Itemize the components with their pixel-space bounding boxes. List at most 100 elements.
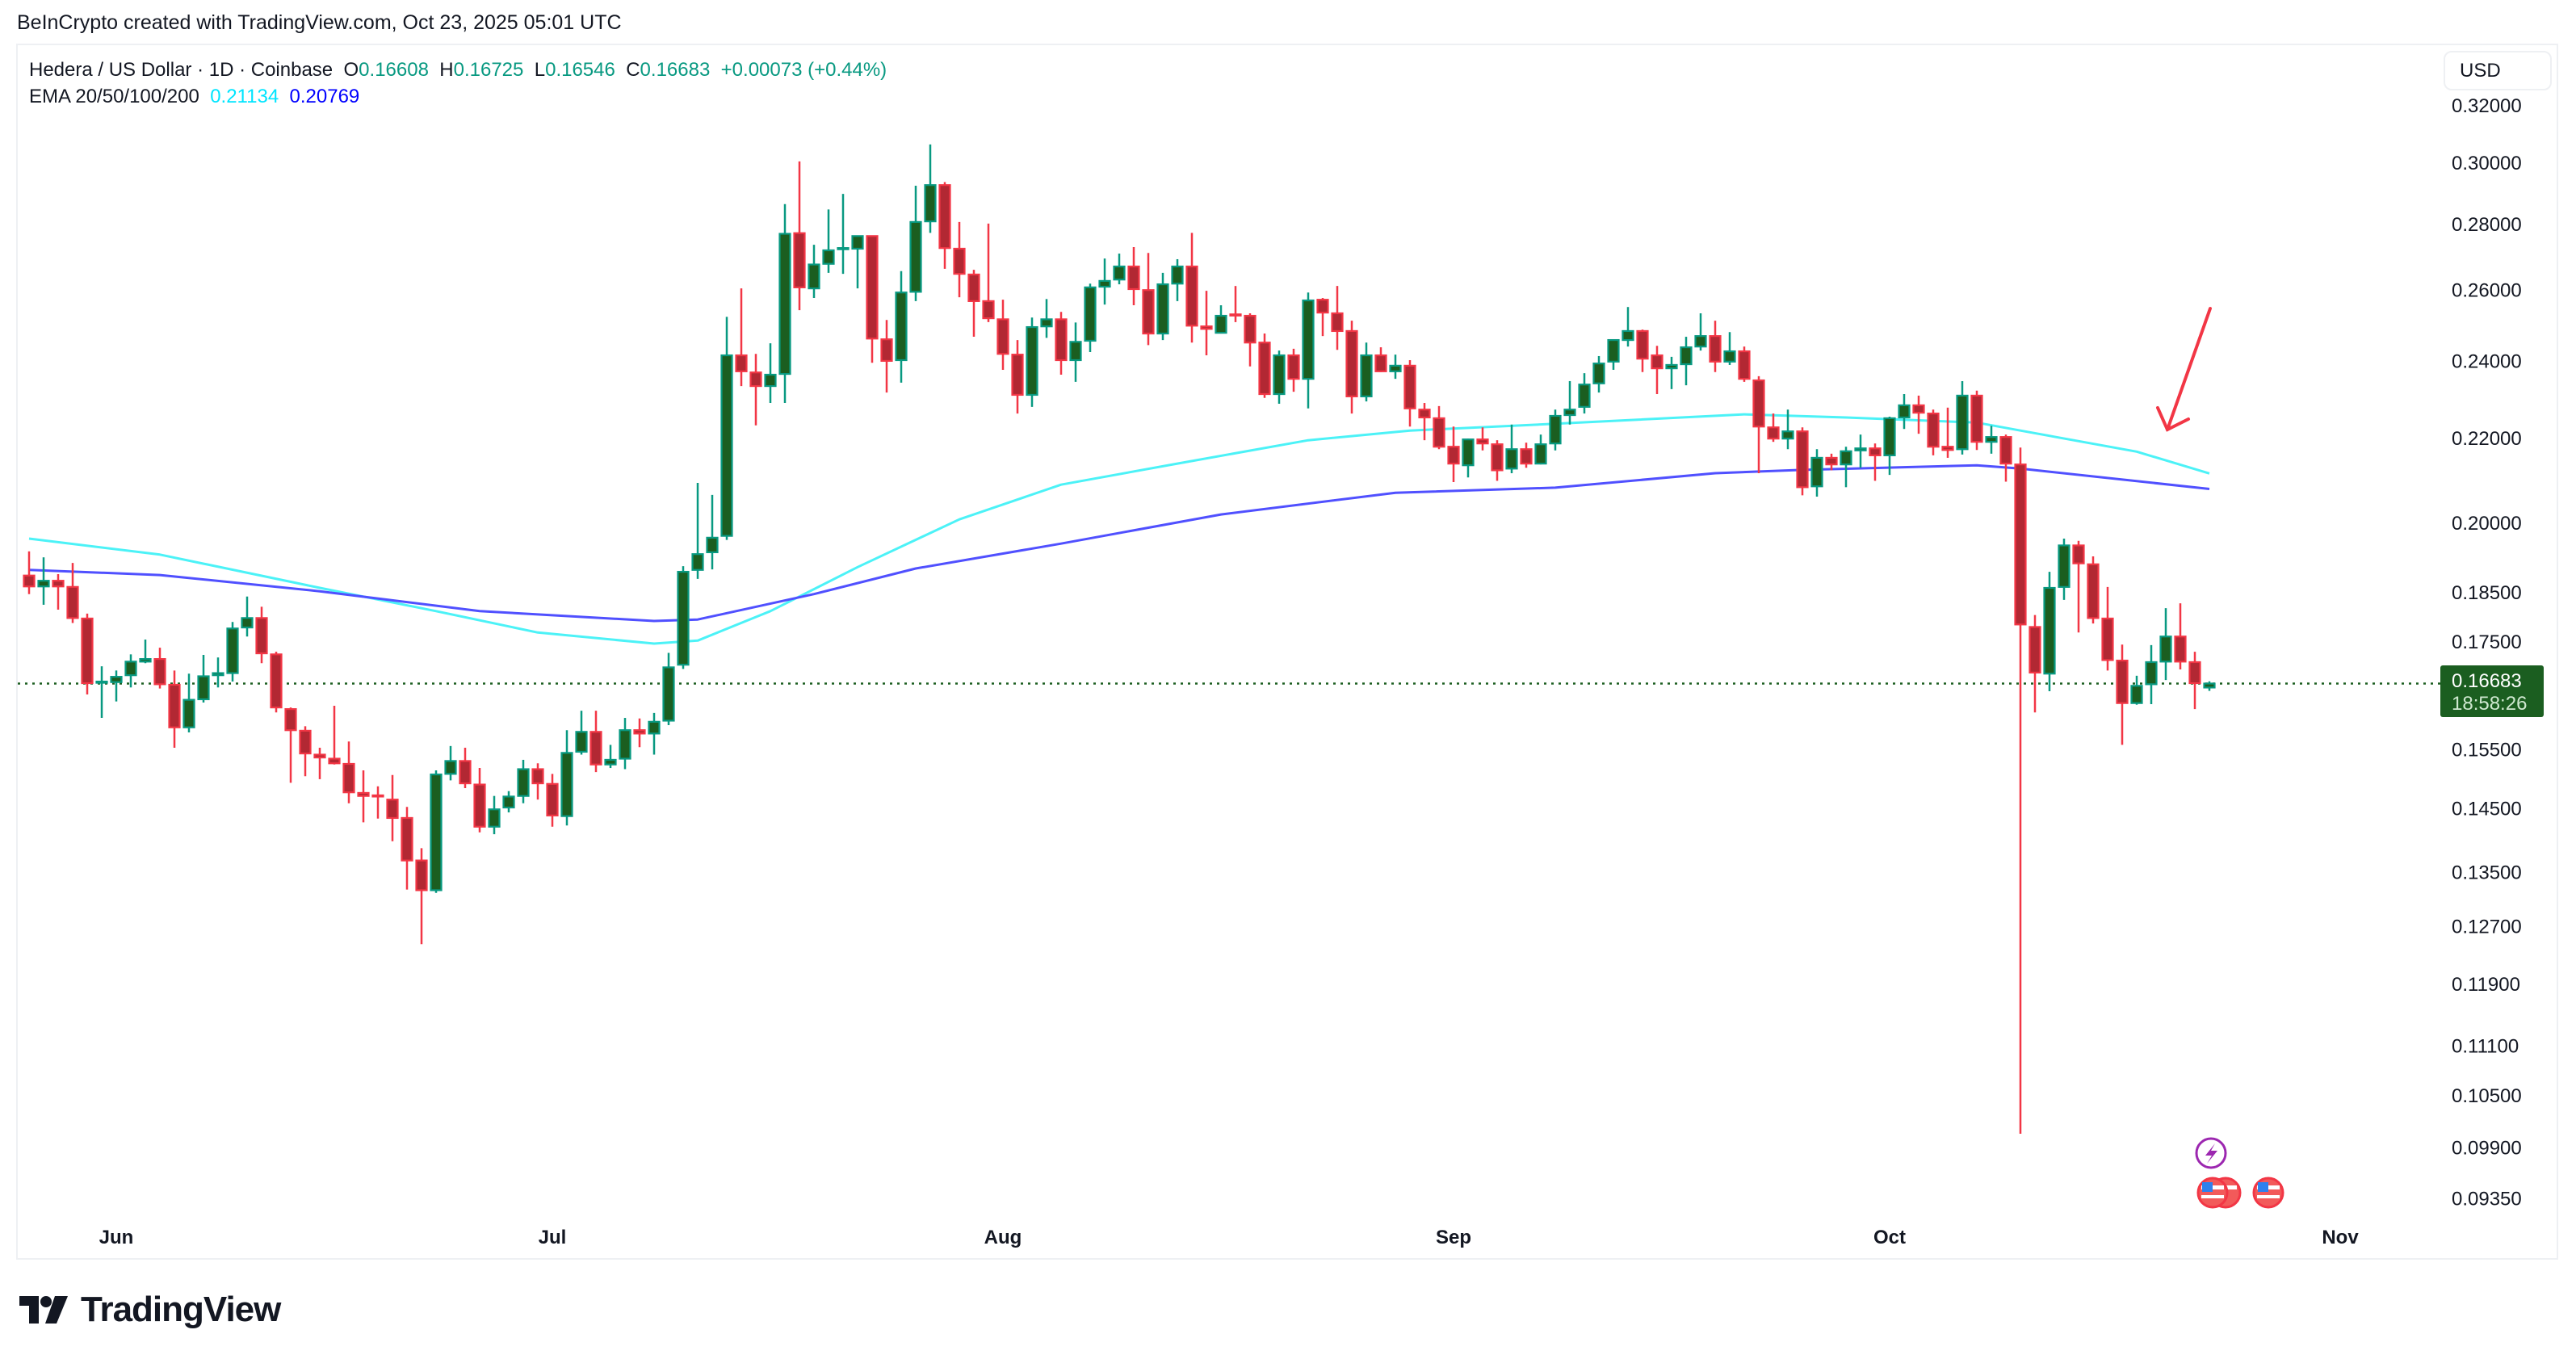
candle[interactable] [1505, 424, 1518, 474]
ema-indicator-label[interactable]: EMA 20/50/100/200 [29, 86, 199, 107]
candle[interactable] [488, 795, 501, 835]
candle[interactable] [735, 288, 748, 387]
candle[interactable] [2130, 675, 2143, 705]
candle[interactable] [1360, 342, 1373, 402]
candle[interactable] [1476, 427, 1489, 451]
candle[interactable] [212, 657, 224, 688]
candle[interactable] [1069, 322, 1082, 382]
candle[interactable] [1200, 291, 1213, 356]
candle[interactable] [1781, 409, 1794, 450]
candle[interactable] [1215, 305, 1227, 334]
candle[interactable] [153, 648, 166, 689]
candle[interactable] [953, 221, 966, 298]
ema-line-2[interactable] [28, 464, 2210, 623]
candle[interactable] [1985, 426, 1998, 454]
candle[interactable] [299, 726, 312, 777]
candle[interactable] [95, 666, 108, 719]
candle[interactable] [328, 706, 341, 765]
lightning-event-icon[interactable] [2195, 1137, 2227, 1169]
candle[interactable] [1680, 337, 1693, 386]
candle[interactable] [1084, 283, 1097, 352]
candle[interactable] [2188, 652, 2201, 710]
candle[interactable] [1665, 356, 1678, 389]
candle[interactable] [1912, 395, 1925, 434]
candle[interactable] [1970, 390, 1983, 451]
candle[interactable] [371, 786, 384, 819]
candle[interactable] [1229, 286, 1242, 322]
candle[interactable] [1258, 334, 1271, 398]
candle[interactable] [1374, 347, 1387, 372]
candle[interactable] [662, 652, 675, 725]
candle[interactable] [822, 209, 835, 273]
candle[interactable] [1345, 321, 1358, 414]
currency-button[interactable]: USD [2444, 51, 2552, 90]
candle[interactable] [1723, 332, 1736, 365]
candle[interactable] [531, 763, 544, 800]
candle[interactable] [1520, 443, 1533, 468]
candle[interactable] [837, 194, 850, 275]
candle[interactable] [996, 300, 1009, 370]
candle[interactable] [1869, 443, 1882, 481]
candle[interactable] [226, 622, 239, 682]
candle[interactable] [1113, 254, 1126, 285]
candle[interactable] [1534, 434, 1547, 465]
tradingview-logo[interactable]: TradingView [19, 1290, 281, 1330]
candle[interactable] [415, 848, 428, 945]
candle[interactable] [2101, 586, 2114, 671]
candle[interactable] [241, 596, 254, 637]
candle[interactable] [560, 730, 573, 826]
candle[interactable] [23, 551, 36, 594]
candle[interactable] [2072, 540, 2085, 633]
candle[interactable] [1592, 355, 1605, 393]
candle[interactable] [1549, 409, 1562, 451]
candle[interactable] [1898, 394, 1911, 430]
candle[interactable] [604, 745, 617, 769]
candle[interactable] [851, 235, 864, 289]
candle[interactable] [1142, 253, 1155, 346]
candle[interactable] [1171, 258, 1184, 301]
candle[interactable] [938, 182, 951, 269]
candle[interactable] [313, 747, 326, 779]
candle[interactable] [1447, 426, 1460, 483]
candle[interactable] [2087, 556, 2100, 624]
symbol-description[interactable]: Hedera / US Dollar · 1D · Coinbase [29, 59, 334, 81]
candle[interactable] [1578, 373, 1591, 414]
candle[interactable] [183, 673, 195, 732]
candle[interactable] [1403, 359, 1416, 427]
candle[interactable] [633, 718, 646, 748]
candle[interactable] [2203, 681, 2216, 691]
candle[interactable] [1694, 313, 1707, 351]
candle[interactable] [1011, 340, 1024, 414]
candle[interactable] [691, 483, 704, 579]
candle[interactable] [52, 573, 65, 610]
candle[interactable] [1941, 407, 1954, 458]
candle[interactable] [1796, 427, 1809, 496]
candle[interactable] [459, 747, 472, 788]
candle[interactable] [2028, 615, 2041, 713]
candle[interactable] [2116, 644, 2129, 745]
candle[interactable] [1709, 321, 1722, 372]
candle[interactable] [909, 185, 922, 301]
candle[interactable] [1738, 346, 1751, 382]
candle[interactable] [197, 654, 210, 703]
candle[interactable] [880, 320, 893, 393]
candle[interactable] [575, 711, 588, 755]
candle[interactable] [1287, 348, 1300, 392]
candle[interactable] [764, 343, 777, 404]
candle[interactable] [1956, 380, 1969, 455]
candle[interactable] [2159, 608, 2172, 681]
candle[interactable] [546, 774, 559, 827]
candle[interactable] [749, 354, 762, 426]
candle[interactable] [1433, 405, 1445, 450]
candle[interactable] [1752, 375, 1765, 474]
candle[interactable] [1098, 258, 1111, 305]
candle[interactable] [168, 670, 181, 748]
candle[interactable] [139, 640, 152, 664]
candle[interactable] [1854, 434, 1867, 468]
candle[interactable] [793, 161, 806, 311]
candle[interactable] [1040, 299, 1053, 338]
candle[interactable] [81, 613, 94, 694]
candle[interactable] [1651, 346, 1663, 395]
candle[interactable] [444, 745, 457, 781]
candle[interactable] [1156, 272, 1169, 341]
